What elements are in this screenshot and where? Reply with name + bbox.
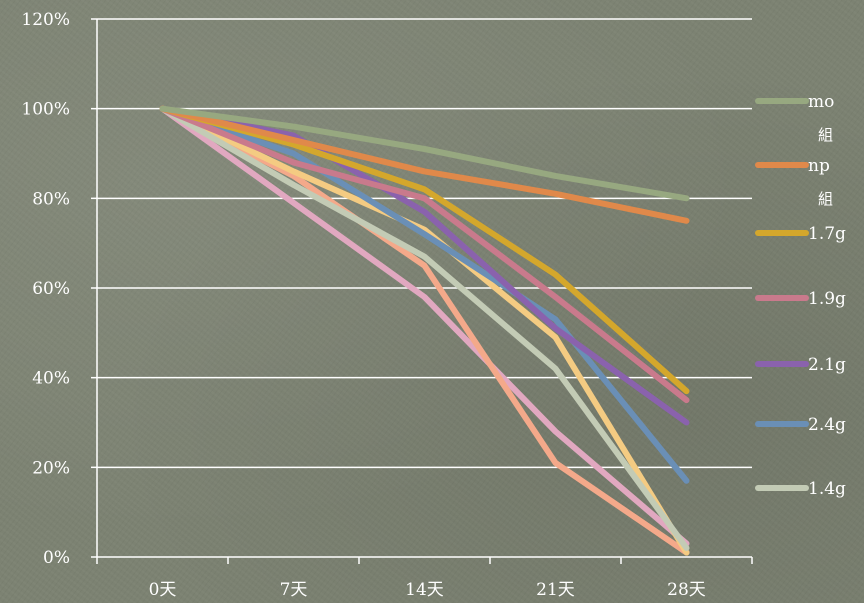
- y-tick-label: 20%: [32, 458, 70, 478]
- y-tick-label: 100%: [21, 100, 70, 120]
- y-tick-label: 0%: [43, 548, 70, 568]
- series-line-unlabeled-7: [163, 109, 687, 553]
- y-tick-label: 60%: [32, 279, 70, 299]
- x-tick-label: 0天: [149, 580, 177, 600]
- series-line-unlabeled-8: [163, 109, 687, 553]
- series-line-1-4g: [163, 109, 687, 548]
- legend-label-sub: 組: [818, 190, 833, 208]
- legend-label: 1.4g: [808, 479, 846, 499]
- legend-label: 2.1g: [808, 355, 846, 375]
- legend-label-sub: 組: [818, 126, 833, 144]
- x-tick-label: 7天: [280, 580, 308, 600]
- y-tick-label: 120%: [21, 10, 70, 30]
- legend-label: 1.9g: [808, 289, 846, 309]
- legend-label: np: [808, 156, 830, 176]
- legend-label: 1.7g: [808, 224, 846, 244]
- gridlines: [91, 19, 752, 557]
- x-tick-label: 21天: [536, 580, 575, 600]
- y-tick-label: 40%: [32, 369, 70, 389]
- x-tick-label: 14天: [405, 580, 444, 600]
- x-tick-label: 28天: [667, 580, 706, 600]
- series-lines: [163, 109, 687, 553]
- legend: mo 組 np 組 1.7g 1.9g 2.1g 2.4g 1.4g: [758, 92, 846, 499]
- legend-label: mo: [808, 92, 834, 112]
- y-axis-ticks: 0% 20% 40% 60% 80% 100% 120%: [21, 10, 70, 568]
- legend-label: 2.4g: [808, 415, 846, 435]
- y-tick-label: 80%: [32, 189, 70, 209]
